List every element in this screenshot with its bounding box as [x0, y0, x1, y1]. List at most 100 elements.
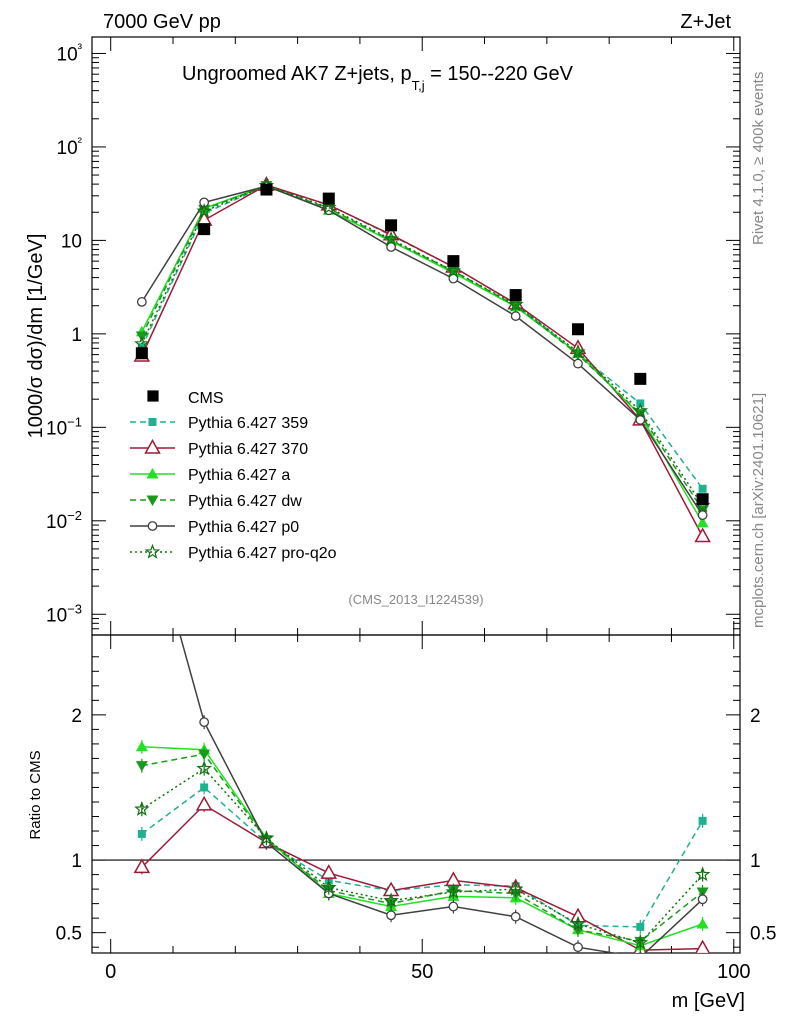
plot-title: Ungroomed AK7 Z+jets, pT,j = 150--220 Ge…	[182, 63, 574, 93]
legend-marker-370	[144, 438, 161, 454]
series-point-370	[694, 527, 711, 543]
y-tick-label: 10−2	[46, 508, 82, 533]
ratio-panel-frame	[91, 634, 741, 954]
y-tick-label: 10−3	[46, 601, 82, 626]
series-point-dw	[385, 235, 398, 247]
legend-marker-p0	[147, 521, 158, 531]
legend-marker-359	[148, 418, 157, 426]
rivet-version-label: Rivet 4.1.0, ≥ 400k events	[750, 72, 767, 245]
process-label: Z+Jet	[680, 11, 731, 33]
legend-label-pro-q2o: Pythia 6.427 pro-q2o	[188, 545, 337, 562]
ratio-point-pro-q2o	[320, 879, 337, 895]
series-point-pro-q2o	[320, 199, 337, 215]
series-point-pro-q2o	[445, 262, 462, 278]
series-line-dw	[141, 184, 704, 511]
ratio-point-p0	[199, 717, 210, 728]
legend-marker-a	[146, 468, 159, 479]
ratio-point-370	[133, 858, 151, 874]
ratio-point-370	[195, 795, 213, 811]
ratio-point-359	[200, 783, 209, 792]
ratio-axis-label: Ratio to CMS	[27, 750, 44, 839]
legend-label-370: Pythia 6.427 370	[188, 441, 308, 458]
ratio-line-p0	[179, 635, 704, 953]
ratio-point-p0	[448, 901, 459, 912]
legend-label-cms: CMS	[188, 390, 224, 407]
ratio-point-370	[695, 939, 711, 953]
ratio-panel-curves	[133, 635, 711, 953]
cms-data-points	[135, 183, 709, 506]
series-point-pro-q2o	[632, 402, 649, 418]
mcplots-label: mcplots.cern.ch [arXiv:2401.10621]	[750, 393, 767, 628]
ratio-point-370	[445, 871, 462, 887]
cms-data-point	[135, 347, 148, 360]
series-line-pro-q2o	[141, 184, 704, 507]
y-tick-label: 10³	[57, 40, 83, 65]
x-tick-label: 50	[411, 961, 433, 983]
axis-ticks	[92, 37, 740, 953]
ratio-tick-label-right: 0.5	[750, 924, 776, 945]
legend-marker-dw	[146, 495, 159, 506]
ratio-line-a	[141, 746, 703, 947]
ratio-point-pro-q2o	[632, 934, 649, 950]
cms-data-point	[198, 223, 211, 236]
ratio-point-p0	[510, 911, 521, 922]
ratio-line-359	[141, 786, 704, 928]
series-point-pro-q2o	[134, 335, 150, 351]
y-tick-label: 10²	[57, 134, 83, 159]
ratio-point-359	[636, 922, 645, 931]
main-panel-curves	[133, 176, 711, 543]
cms-data-point	[634, 372, 647, 385]
cms-data-point	[322, 192, 335, 205]
ratio-point-pro-q2o	[383, 892, 399, 908]
y-tick-label: 10−1	[46, 414, 82, 439]
ratio-point-359	[137, 829, 146, 838]
ratio-point-pro-q2o	[570, 915, 586, 931]
ratio-point-p0	[386, 910, 396, 921]
series-point-dw	[509, 301, 522, 312]
y-axis-label: 1000/σ dσ)/dm [1/GeV]	[25, 234, 47, 439]
cms-data-point	[260, 183, 273, 196]
legend-label-dw: Pythia 6.427 dw	[188, 493, 302, 510]
ratio-point-370	[320, 864, 338, 879]
series-point-pro-q2o	[507, 296, 524, 312]
ratio-point-p0	[573, 942, 583, 953]
analysis-id-label: (CMS_2013_I1224539)	[348, 592, 483, 607]
series-point-p0	[697, 510, 708, 521]
ratio-point-pro-q2o	[258, 830, 275, 845]
ratio-point-dw	[198, 749, 211, 761]
ratio-point-a	[135, 740, 148, 752]
ratio-point-p0	[638, 952, 643, 953]
legend-label-359: Pythia 6.427 359	[188, 415, 308, 432]
ratio-point-pro-q2o	[507, 880, 524, 896]
ratio-point-pro-q2o	[694, 866, 711, 882]
ratio-tick-label-right: 1	[750, 851, 761, 872]
series-line-p0	[141, 185, 704, 516]
series-point-pro-q2o	[383, 230, 399, 246]
ratio-tick-label-left: 2	[71, 706, 82, 727]
x-tick-label: 100	[717, 961, 750, 983]
ratio-tick-label-left: 1	[71, 851, 82, 872]
ratio-point-pro-q2o	[445, 883, 462, 899]
mc-curves	[133, 176, 711, 953]
legend-marker-pro-q2o	[144, 543, 161, 559]
ratio-point-359	[698, 816, 707, 825]
ratio-point-p0	[697, 894, 708, 905]
ratio-tick-label-left: 0.5	[56, 924, 82, 945]
series-point-pro-q2o	[570, 343, 586, 359]
legend-label-p0: Pythia 6.427 p0	[188, 519, 299, 536]
ratio-tick-label-right: 2	[750, 706, 761, 727]
legend: CMS Pythia 6.427 359 Pythia 6.427 370 Pythi…	[130, 390, 337, 562]
legend-label-a: Pythia 6.427 a	[188, 467, 290, 484]
y-tick-label: 1	[71, 325, 82, 346]
ratio-point-dw	[135, 761, 148, 772]
ratio-point-pro-q2o	[196, 760, 212, 776]
cms-data-point	[572, 323, 584, 336]
ratio-line-dw	[141, 753, 704, 943]
tick-labels: 0 50 100 10−3 10−2 10−1 1 10 10² 10³ 0.5 0.5 1 1 2 2	[46, 40, 776, 983]
series-point-p0	[136, 296, 147, 307]
x-axis-label: m [GeV]	[672, 990, 745, 1012]
ratio-point-pro-q2o	[134, 801, 150, 816]
ratio-point-a	[696, 917, 709, 929]
energy-label: 7000 GeV pp	[103, 11, 221, 33]
